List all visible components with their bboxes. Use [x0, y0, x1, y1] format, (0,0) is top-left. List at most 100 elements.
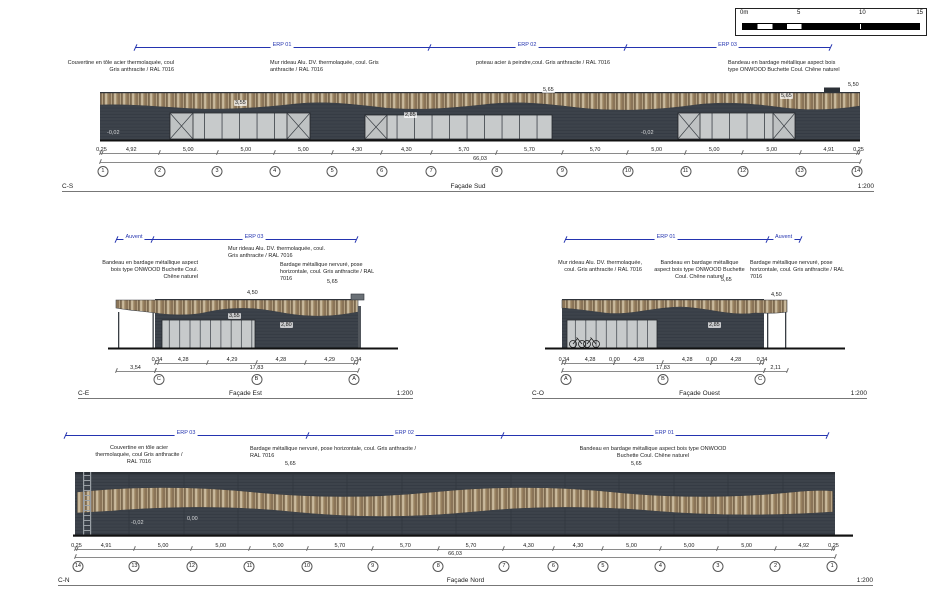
dimension-segment: 0,25 [71, 542, 82, 551]
level-mark: -0,02 [641, 130, 654, 136]
dimension-segment: 4,28 [256, 356, 305, 365]
dimension-segment: 4,92 [103, 146, 160, 155]
wood-band [561, 299, 788, 315]
dimension-segment: 4,28 [712, 356, 761, 365]
facade-scale: 1:200 [857, 182, 874, 190]
annotation: Bardage métallique nervuré, pose horizon… [280, 262, 374, 282]
level-mark: -0,02 [107, 130, 120, 136]
erp-row-est: Auvent ERP 03 [116, 233, 356, 244]
erp-dimension-segment: ERP 03 [152, 233, 356, 244]
dimension-value: 4,28 [275, 356, 287, 363]
dimension-value: 5,00 [683, 542, 695, 549]
grid-bubble: 5 [326, 166, 338, 177]
dimension-value: 4,30 [523, 542, 534, 549]
grid-bubble: A [348, 374, 360, 385]
canopy-post [767, 313, 769, 348]
canopy-dimension-row: 3,54 [114, 364, 155, 373]
dimension-value: 4,30 [572, 542, 584, 549]
annotation: Mur rideau Alu. DV. thermolaquée, coul. … [270, 60, 379, 73]
ground-line [545, 347, 845, 350]
dimension-segment: 5,70 [438, 542, 504, 551]
dimension-segment: 0,25 [853, 146, 864, 155]
annotation: Couvertine en tôle acier thermolaquée, c… [67, 60, 174, 73]
dimension-value: 4,30 [351, 146, 363, 153]
dimension-mark: 2,80 [280, 322, 293, 328]
scale-label-10: 10 [859, 10, 866, 16]
facade-title-row: C-S Façade Sud 1:200 [62, 180, 874, 192]
dimension-segment: 4,30 [382, 146, 431, 155]
height-mark: 5,50 [847, 82, 860, 88]
scale-bar: 0m 5 10 15 [735, 8, 927, 36]
annotation: Mur rideau Alu. DV. thermolaquée, coul. … [558, 260, 642, 273]
dimension-segment: 5,00 [718, 542, 776, 551]
dimension-segment: 17,83 [560, 364, 764, 373]
dimension-segment: 0,25 [96, 146, 107, 155]
facade-title: Façade Ouest [679, 389, 720, 397]
dimension-value: 4,29 [324, 356, 335, 363]
annotation: Mur rideau Alu. DV. thermolaquée, coul. … [228, 246, 326, 259]
dimension-segment: 5,00 [192, 542, 250, 551]
dimension-mark: 2,85 [708, 322, 721, 328]
erp-dimension-segment: Auvent [116, 233, 152, 244]
grid-bubble: 8 [432, 561, 444, 572]
grid-bubble: 5 [597, 561, 609, 572]
dimension-segment: 5,00 [217, 146, 275, 155]
scale-label-0: 0m [740, 10, 749, 16]
facade-ouest: ERP 01 Auvent Mur rideau Alu. DV. thermol… [532, 222, 867, 400]
dimension-mark: 3,55 [228, 313, 241, 319]
annotation: Bandeau en bardage métallique aspect boi… [579, 446, 727, 459]
grid-bubble: 14 [72, 561, 84, 572]
canopy-post [118, 312, 120, 348]
dimension-value: 3,54 [130, 364, 141, 371]
erp-label: ERP 01 [654, 233, 678, 240]
dimension-value: 4,92 [125, 146, 137, 153]
facade-scale: 1:200 [850, 389, 867, 397]
est-elevation-drawing [108, 293, 398, 350]
grid-bubble: 12 [737, 166, 749, 177]
grid-bubble-row: 14 13 12 11 10 9 8 7 6 5 4 3 2 1 [72, 561, 838, 572]
dimension-total-row: 17,83 [153, 364, 358, 373]
erp-label: ERP 01 [270, 41, 294, 48]
window-strip-right [677, 112, 796, 140]
dimension-segment: 5,00 [249, 542, 307, 551]
dimension-segment: 5,70 [307, 542, 373, 551]
erp-label: ERP 03 [174, 429, 198, 436]
grid-bubble: 10 [301, 561, 313, 572]
canopy-post [785, 312, 787, 348]
facade-nord: ERP 03 ERP 02 ERP 01 Couvertine en tôle ac… [58, 428, 873, 586]
wood-band [76, 487, 834, 517]
grid-bubble: 2 [769, 561, 781, 572]
dimension-value: 5,70 [458, 146, 470, 153]
dimension-mark: 4,50 [246, 290, 259, 296]
couvertine [75, 472, 835, 475]
dimension-segment: 5,00 [603, 542, 661, 551]
grid-bubble: C [153, 374, 165, 385]
dimension-segment: 4,30 [332, 146, 381, 155]
dimension-value: 5,00 [651, 146, 663, 153]
dimension-value: 5,00 [298, 146, 309, 153]
dimension-segment: 4,28 [159, 356, 208, 365]
facade-code: C-S [62, 182, 74, 190]
window-strip-center [364, 114, 553, 140]
grid-bubble: 1 [826, 561, 838, 572]
erp-dimension-segment: ERP 01 [502, 429, 827, 440]
facade-title-row: C-N Façade Nord 1:200 [58, 574, 873, 586]
scale-bar-strip [742, 23, 920, 30]
dimension-segment: 4,91 [78, 542, 135, 551]
grid-bubble: 12 [186, 561, 198, 572]
dimension-segment: 4,29 [208, 356, 257, 365]
dimension-segment: 0,25 [828, 542, 839, 551]
dimension-total-row: 66,03 [73, 550, 835, 559]
grid-bubble: 13 [795, 166, 807, 177]
dimension-value: 0,34 [558, 356, 570, 363]
annotation: Bandeau en bardage métallique aspect boi… [654, 260, 745, 280]
erp-label: ERP 03 [242, 233, 266, 240]
scale-label-15: 15 [916, 10, 923, 16]
facade-est: Auvent ERP 03 Bandeau en bardage métalliq… [78, 222, 413, 400]
dimension-segment: 2,11 [762, 364, 787, 373]
dimension-value: 4,28 [730, 356, 742, 363]
dimension-value: 5,00 [272, 542, 284, 549]
facade-title-row: C-E Façade Est 1:200 [78, 387, 413, 399]
dimension-segment: 4,28 [566, 356, 615, 365]
